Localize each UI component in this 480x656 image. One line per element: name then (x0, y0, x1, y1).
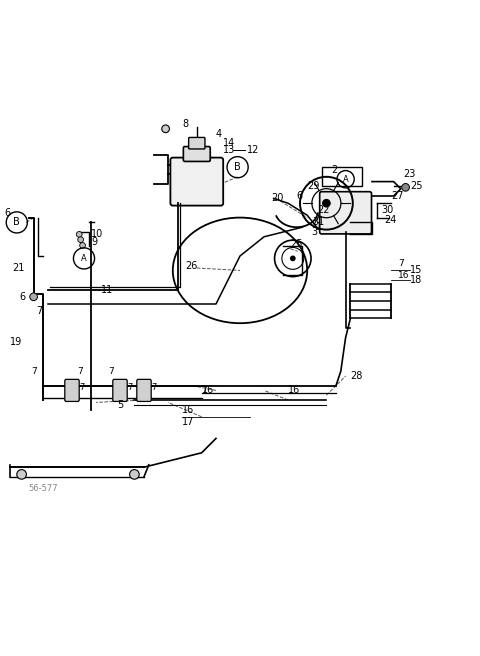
Circle shape (290, 256, 296, 261)
Circle shape (80, 243, 85, 249)
Text: A: A (81, 254, 87, 263)
Text: B: B (13, 217, 20, 228)
Circle shape (17, 470, 26, 479)
FancyBboxPatch shape (183, 146, 210, 161)
FancyBboxPatch shape (65, 379, 79, 401)
Text: 3: 3 (311, 227, 317, 237)
FancyBboxPatch shape (189, 138, 205, 149)
Text: 16: 16 (398, 271, 410, 279)
Text: 1: 1 (316, 222, 322, 232)
Text: 22: 22 (317, 205, 329, 215)
Circle shape (402, 184, 409, 191)
Text: 20: 20 (271, 194, 284, 203)
Text: 12: 12 (247, 146, 260, 155)
Text: 16: 16 (288, 385, 300, 396)
Text: 9: 9 (91, 237, 97, 247)
Text: 14: 14 (223, 138, 236, 148)
Text: 21: 21 (12, 263, 24, 273)
Text: 19: 19 (10, 337, 22, 348)
Text: 23: 23 (403, 169, 416, 179)
Text: 7: 7 (79, 384, 84, 392)
Text: 7: 7 (202, 386, 207, 395)
Text: 16: 16 (182, 405, 195, 415)
Text: 7: 7 (31, 367, 37, 376)
Text: 24: 24 (384, 215, 396, 225)
Text: 10: 10 (91, 230, 104, 239)
FancyBboxPatch shape (320, 192, 372, 234)
Text: 11: 11 (101, 285, 113, 295)
Circle shape (78, 237, 84, 243)
Text: 6: 6 (19, 292, 25, 302)
Text: 8: 8 (182, 119, 189, 129)
FancyBboxPatch shape (113, 379, 127, 401)
Text: 56-577: 56-577 (29, 484, 59, 493)
Circle shape (76, 232, 82, 237)
Text: 16: 16 (202, 385, 214, 396)
Text: 18: 18 (410, 275, 423, 285)
Text: 29: 29 (307, 182, 320, 192)
FancyBboxPatch shape (137, 379, 151, 401)
Text: 15: 15 (410, 266, 423, 276)
Text: 25: 25 (290, 239, 303, 249)
Circle shape (130, 470, 139, 479)
Text: 7: 7 (127, 384, 132, 392)
Text: 7: 7 (77, 367, 83, 376)
Text: 7: 7 (398, 258, 404, 268)
Text: 6: 6 (296, 191, 302, 201)
Text: 17: 17 (182, 417, 195, 426)
Circle shape (162, 125, 169, 133)
Circle shape (30, 293, 37, 300)
FancyBboxPatch shape (170, 157, 223, 205)
Text: 2: 2 (331, 165, 337, 174)
Text: 13: 13 (223, 146, 236, 155)
Text: 27: 27 (391, 191, 404, 201)
Text: 30: 30 (382, 205, 394, 215)
Text: 7: 7 (151, 384, 156, 392)
Text: 5: 5 (118, 400, 124, 410)
Text: 26: 26 (185, 260, 197, 270)
Text: 31: 31 (312, 217, 324, 228)
Text: 7: 7 (36, 306, 42, 316)
Text: 7: 7 (108, 367, 114, 376)
Text: A: A (343, 174, 348, 184)
Text: 4: 4 (216, 129, 222, 138)
Text: 28: 28 (350, 371, 363, 381)
Circle shape (323, 199, 330, 207)
Text: 6: 6 (5, 208, 11, 218)
Text: 25: 25 (410, 182, 423, 192)
Text: B: B (234, 162, 241, 173)
Bar (322, 167, 362, 186)
